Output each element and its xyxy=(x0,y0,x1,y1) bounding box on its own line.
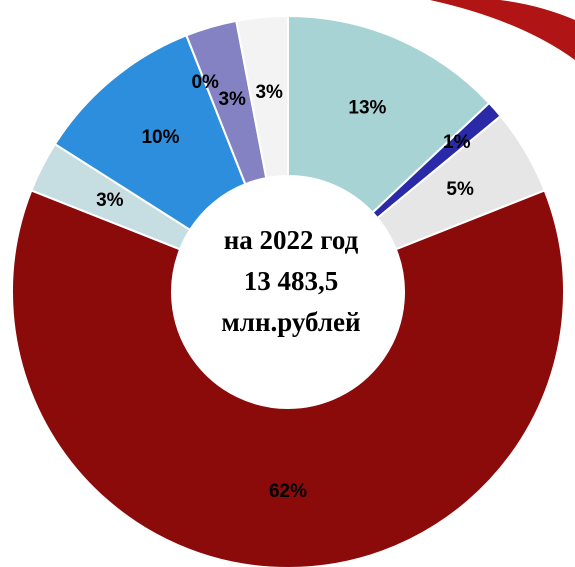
data-label: 13% xyxy=(348,97,386,118)
data-label: 3% xyxy=(96,190,124,211)
data-label: 0% xyxy=(191,72,219,93)
data-label: 3% xyxy=(218,89,246,110)
donut-hole xyxy=(172,176,404,408)
center-line: на 2022 год xyxy=(224,225,359,255)
data-label: 3% xyxy=(255,82,283,103)
data-label: 5% xyxy=(446,179,474,200)
data-label: 62% xyxy=(269,481,307,502)
center-line: млн.рублей xyxy=(221,307,360,337)
data-label: 1% xyxy=(443,132,471,153)
data-label: 10% xyxy=(141,127,179,148)
center-line: 13 483,5 xyxy=(244,266,339,296)
decor-swoosh xyxy=(430,0,575,60)
